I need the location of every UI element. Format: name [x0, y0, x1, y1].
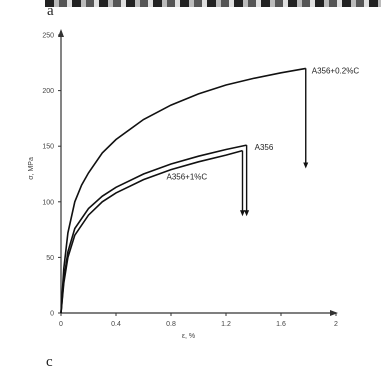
fracture-arrow-1 — [244, 210, 250, 217]
y-tick-label: 0 — [50, 311, 54, 318]
series-annotation: A356+1%C — [167, 173, 208, 182]
series-line-1 — [60, 144, 247, 314]
y-tick-label: 150 — [42, 144, 54, 151]
y-tick-label: 100 — [42, 199, 54, 206]
series-line-0 — [60, 67, 306, 314]
x-tick-label: 0 — [59, 321, 63, 328]
fracture-arrow-2 — [240, 210, 245, 217]
series-annotation: A356+0.2%C — [312, 66, 360, 75]
x-tick-label: 0.8 — [166, 321, 176, 328]
y-tick-label: 50 — [46, 255, 54, 262]
series-annotation: A356 — [255, 143, 274, 152]
panel-label-a: a — [47, 3, 54, 19]
y-tick-label: 200 — [42, 88, 54, 95]
x-tick-label: 2 — [334, 321, 338, 328]
x-tick-label: 0.4 — [111, 321, 121, 328]
y-axis-arrow — [58, 29, 64, 37]
fracture-arrow-0 — [303, 162, 309, 169]
x-axis-label: ε, % — [182, 333, 195, 340]
y-tick-label: 250 — [42, 33, 54, 40]
micrograph-strip — [45, 0, 381, 7]
x-axis-arrow — [330, 310, 338, 316]
x-tick-label: 1.2 — [221, 321, 231, 328]
panel-label-c: c — [46, 354, 53, 370]
x-tick-label: 1.6 — [276, 321, 286, 328]
y-axis-label: σ, MPa — [28, 157, 35, 180]
series-line-2 — [60, 149, 243, 314]
